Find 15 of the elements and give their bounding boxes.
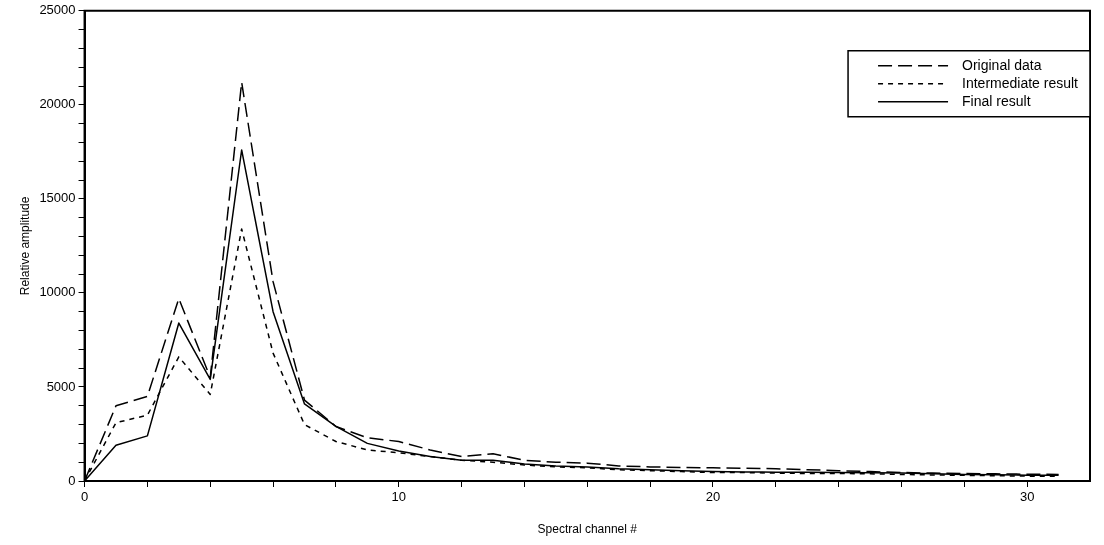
x-tick-label: 0 [80,489,89,505]
legend-label: Original data [962,56,1042,73]
legend-label: Final result [962,92,1031,109]
y-axis-title: Relative amplitude [17,196,32,296]
x-tick-label: 20 [705,489,721,505]
y-tick-label: 25000 [39,2,76,18]
y-tick-label: 15000 [39,190,76,206]
y-tick-label: 0 [68,472,76,488]
y-tick-label: 5000 [46,378,76,394]
y-tick-label: 10000 [39,284,76,300]
y-tick-label: 20000 [39,96,76,112]
x-tick-label: 10 [391,489,406,505]
legend-label: Intermediate result [962,74,1079,91]
x-tick-label: 30 [1019,489,1035,505]
x-axis-title: Spectral channel # [537,522,638,537]
